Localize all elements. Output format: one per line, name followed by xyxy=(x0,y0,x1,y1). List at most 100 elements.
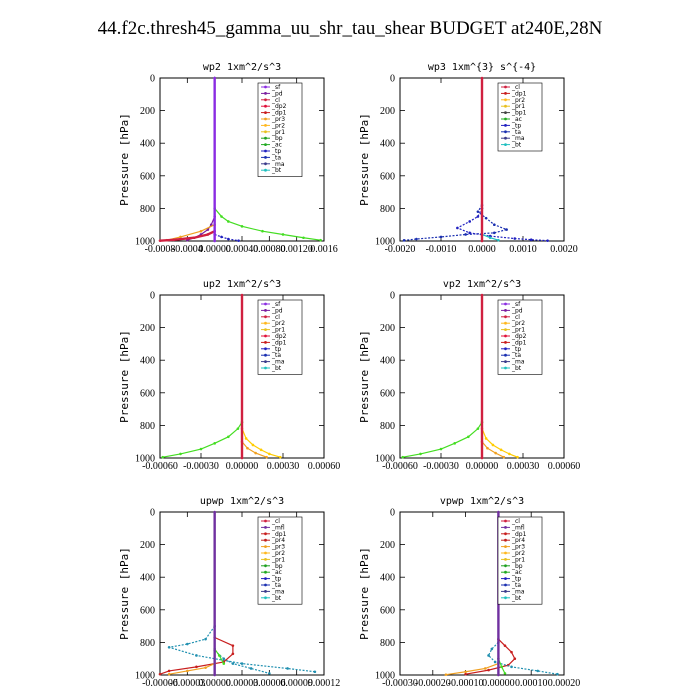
legend-entry: _pr2 xyxy=(271,122,285,129)
series-point xyxy=(195,665,198,669)
legend-marker xyxy=(264,532,267,536)
legend-entry: _tp xyxy=(271,346,281,353)
legend-marker xyxy=(264,551,267,555)
x-tick-label: 0.00000 xyxy=(466,461,499,472)
legend-entry: _sf xyxy=(511,301,521,308)
series-point xyxy=(278,455,282,459)
y-tick-label: 0 xyxy=(150,508,155,519)
legend-entry: _tp xyxy=(271,576,281,583)
series-point xyxy=(476,210,480,213)
legend-marker xyxy=(504,98,507,102)
legend-marker xyxy=(264,302,267,306)
legend-entry: _ta xyxy=(271,352,281,359)
series-point xyxy=(195,654,198,657)
x-tick-label: -0.00003 xyxy=(169,678,205,689)
x-tick-label: 0.00010 xyxy=(515,678,548,689)
y-tick-label: 1000 xyxy=(135,237,155,248)
y-tick-label: 200 xyxy=(380,323,395,334)
series-point xyxy=(222,657,226,660)
legend-entry: _pr3 xyxy=(511,544,525,551)
legend-entry: _cl xyxy=(271,97,280,104)
legend-entry: _pr2 xyxy=(511,550,525,557)
x-tick-label: 0.00080 xyxy=(253,244,286,255)
legend-marker xyxy=(264,104,267,108)
legend-entry: _ta xyxy=(271,582,281,589)
legend-marker xyxy=(504,104,507,108)
legend-entry: _ma xyxy=(271,359,285,366)
legend-marker xyxy=(504,130,507,134)
series-point xyxy=(167,645,171,649)
legend-entry: _pd xyxy=(511,307,523,314)
series-point xyxy=(497,510,500,514)
series-point xyxy=(493,231,496,235)
y-tick-label: 200 xyxy=(380,106,395,117)
series-point xyxy=(480,293,484,297)
panel-title: up2 1xm^2/s^3 xyxy=(203,279,281,290)
legend-marker xyxy=(504,570,507,574)
y-tick-label: 0 xyxy=(390,508,395,519)
chart-panel-2: wp3 1xm^{3} s^{-4} Pressure [hPa] 0 200 400 6… xyxy=(358,62,578,255)
series-point xyxy=(480,239,484,243)
legend-entry: _dp1 xyxy=(271,531,287,538)
legend-entry: _bt xyxy=(511,142,522,149)
legend-marker xyxy=(504,328,507,331)
x-tick-label: 0.00000 xyxy=(198,678,231,689)
legend-entry: _ta xyxy=(511,129,521,136)
legend-entry: _pd xyxy=(271,307,283,314)
legend-entry: _ac xyxy=(511,569,522,576)
legend-entry: _pr1 xyxy=(511,327,525,334)
legend-marker xyxy=(504,341,507,344)
legend-marker xyxy=(264,347,267,351)
y-axis-label: Pressure [hPa] xyxy=(358,113,371,206)
x-tick-label: 0.0016 xyxy=(310,244,338,255)
legend-marker xyxy=(264,570,267,574)
y-tick-label: 800 xyxy=(380,204,395,215)
x-tick-label: -0.0010 xyxy=(426,244,457,255)
x-tick-label: 0.00003 xyxy=(226,678,259,689)
legend-marker xyxy=(504,538,507,542)
legend-marker xyxy=(264,130,267,134)
series-point xyxy=(510,650,513,654)
legend-marker xyxy=(264,124,267,127)
y-tick-label: 1000 xyxy=(375,237,395,248)
legend-marker xyxy=(504,558,507,561)
legend-entry: _cl xyxy=(511,84,520,91)
series-point xyxy=(444,673,448,676)
legend-marker xyxy=(264,334,267,338)
y-tick-label: 800 xyxy=(140,421,155,432)
series-point xyxy=(476,427,480,430)
legend-entry: _mfl xyxy=(271,524,285,531)
series-point xyxy=(240,662,244,665)
legend-entry: _pr1 xyxy=(511,103,525,110)
series-point xyxy=(251,443,255,447)
series-point xyxy=(213,76,216,80)
y-tick-label: 0 xyxy=(150,74,155,85)
series-point xyxy=(172,238,175,242)
series-point xyxy=(236,427,240,430)
legend-marker xyxy=(264,315,267,319)
legend-marker xyxy=(264,136,267,140)
series-point xyxy=(240,293,244,297)
legend-entry: _cl xyxy=(511,314,520,321)
series-point xyxy=(487,668,490,672)
legend-marker xyxy=(264,353,267,357)
legend-entry: _pr2 xyxy=(271,320,285,327)
series-point xyxy=(499,448,503,452)
series-point xyxy=(254,451,257,455)
legend-entry: _bp1 xyxy=(511,110,527,117)
panel-title: wp2 1xm^2/s^3 xyxy=(203,62,281,73)
legend-entry: _dp1 xyxy=(511,90,527,97)
y-axis-label: Pressure [hPa] xyxy=(118,330,131,423)
legend-marker xyxy=(504,532,507,536)
legend-entry: _dp1 xyxy=(511,339,527,346)
legend-marker xyxy=(264,168,267,172)
x-tick-label: -0.0008 xyxy=(145,244,176,255)
series-line-_tp xyxy=(455,208,548,242)
x-tick-label: 0.0010 xyxy=(509,244,537,255)
series-point xyxy=(493,223,496,226)
legend-entry: _dp2 xyxy=(271,333,287,340)
series-point xyxy=(453,442,456,445)
x-tick-label: 0.00012 xyxy=(308,678,341,689)
x-tick-label: 0.00060 xyxy=(308,461,341,472)
legend-entry: _tp xyxy=(511,576,521,583)
